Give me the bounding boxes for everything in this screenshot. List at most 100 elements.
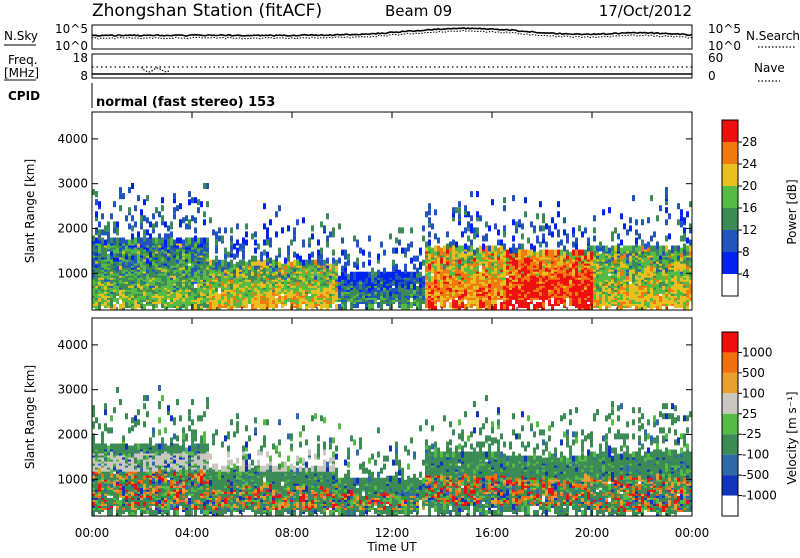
power-cell: [359, 284, 362, 290]
power-cell: [575, 238, 578, 244]
power-cell: [308, 254, 311, 260]
power-cell: [209, 260, 212, 266]
power-cell: [428, 276, 431, 282]
power-cell: [494, 304, 497, 310]
power-cell: [404, 290, 407, 296]
power-cell: [563, 246, 566, 252]
sky-label: N.Sky: [4, 29, 38, 43]
power-cell: [581, 231, 584, 237]
beam-label: Beam 09: [385, 2, 452, 20]
power-cell: [191, 215, 194, 221]
power-cell: [410, 258, 413, 264]
power-cell: [338, 258, 341, 264]
power-cell: [173, 240, 176, 246]
power-cell: [500, 246, 503, 252]
power-cell: [128, 187, 131, 193]
power-cell: [119, 193, 122, 199]
power-cell: [242, 260, 245, 266]
power-cell: [209, 304, 212, 310]
power-cell: [635, 219, 638, 225]
power-cell: [629, 217, 632, 223]
power-cell: [158, 211, 161, 217]
power-cell: [650, 246, 653, 252]
power-cell: [413, 272, 416, 278]
freq-tick-bottom: 8: [80, 69, 88, 83]
power-cell: [614, 246, 617, 252]
power-cell: [467, 211, 470, 217]
power-cell: [551, 231, 554, 237]
power-cell: [662, 246, 665, 252]
power-cell: [224, 260, 227, 266]
power-cell: [422, 236, 425, 242]
power-cell: [398, 270, 401, 276]
power-cell: [188, 191, 191, 197]
power-cell: [476, 191, 479, 197]
power-cell: [122, 193, 125, 199]
power-cell: [209, 284, 212, 290]
power-cell: [176, 238, 179, 244]
power-cell: [218, 294, 221, 300]
power-cell: [569, 298, 572, 304]
power-cell: [140, 238, 143, 244]
power-cell: [557, 211, 560, 217]
power-cell: [317, 250, 320, 256]
velocity-cell: [110, 427, 113, 433]
power-cell: [161, 197, 164, 203]
power-cell: [458, 246, 461, 252]
power-cell: [194, 236, 197, 242]
power-cell: [587, 252, 590, 258]
power-cell: [317, 276, 320, 282]
power-cell: [167, 225, 170, 231]
power-cell: [638, 233, 641, 239]
power-cell: [128, 223, 131, 229]
power-cell: [659, 282, 662, 288]
power-cell: [443, 246, 446, 252]
power-cell: [671, 246, 674, 252]
power-cell: [188, 219, 191, 225]
power-cell: [437, 258, 440, 264]
power-cell: [266, 252, 269, 258]
velocity-cell: [95, 444, 98, 450]
power-cell: [470, 191, 473, 197]
power-cell: [308, 270, 311, 276]
power-cell: [347, 254, 350, 260]
power-cell: [641, 219, 644, 225]
power-cell: [236, 268, 239, 274]
power-cell: [593, 215, 596, 221]
power-cell: [608, 276, 611, 282]
power-cell: [323, 225, 326, 231]
power-cell: [95, 238, 98, 244]
power-cell: [452, 246, 455, 252]
power-cell: [149, 240, 152, 246]
power-cell: [362, 262, 365, 268]
power-cell: [278, 205, 281, 211]
velocity-cell: [110, 444, 113, 450]
power-cell: [491, 246, 494, 252]
power-cell: [650, 272, 653, 278]
power-cell: [635, 238, 638, 244]
power-cell: [638, 246, 641, 252]
power-cell: [530, 221, 533, 227]
power-cell: [170, 231, 173, 237]
power-cell: [191, 238, 194, 244]
power-cell: [674, 302, 677, 308]
power-cell: [170, 221, 173, 227]
power-cell: [389, 233, 392, 239]
power-cell: [428, 231, 431, 237]
power-cell: [584, 250, 587, 256]
power-cell: [278, 262, 281, 268]
velocity-cell: [107, 446, 110, 452]
power-cell: [539, 225, 542, 231]
power-cell: [167, 233, 170, 239]
power-cell: [143, 199, 146, 205]
power-cell: [437, 246, 440, 252]
power-cell: [146, 278, 149, 284]
power-cell: [683, 288, 686, 294]
power-cell: [404, 304, 407, 310]
power-cell: [377, 302, 380, 308]
power-cell: [494, 246, 497, 252]
power-cell: [245, 298, 248, 304]
power-cell: [116, 221, 119, 227]
power-cell: [596, 246, 599, 252]
power-cell: [152, 213, 155, 219]
